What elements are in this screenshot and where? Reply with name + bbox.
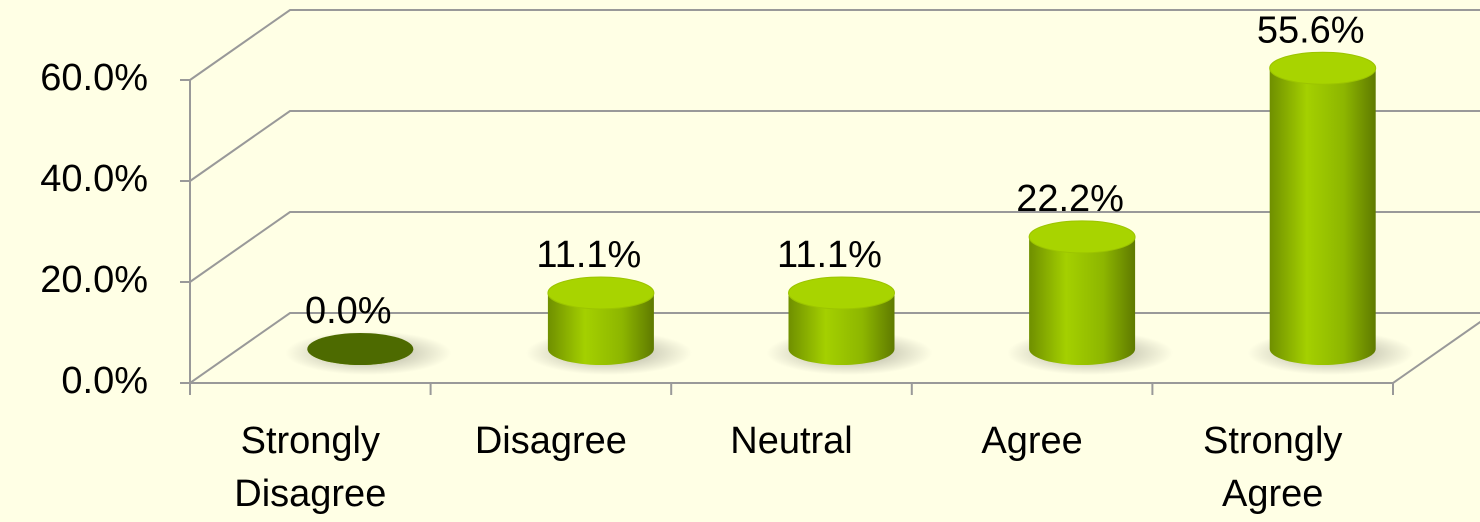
value-label: 11.1% — [536, 234, 641, 276]
value-label: 55.6% — [1257, 9, 1365, 51]
value-label: 11.1% — [777, 234, 882, 276]
value-label: 22.2% — [1016, 178, 1124, 220]
bar — [1269, 68, 1376, 365]
x-tick-label: Disagree — [475, 420, 627, 462]
x-tick-label: Neutral — [730, 420, 853, 462]
bar — [788, 292, 895, 365]
x-tick-label: Strongly Agree — [1203, 420, 1342, 515]
grid-line — [189, 110, 1480, 182]
y-tick-label: 0.0% — [61, 360, 148, 402]
y-tick-label: 20.0% — [40, 259, 148, 301]
x-tick-label: Agree — [981, 420, 1082, 462]
value-label: 0.0% — [305, 290, 392, 332]
bar-top — [1028, 220, 1136, 254]
bar — [1029, 236, 1136, 365]
bar-top — [547, 276, 655, 310]
bar-top — [788, 276, 895, 310]
bar — [547, 292, 654, 365]
x-tick-label: Strongly Disagree — [234, 420, 386, 515]
bar-top — [307, 333, 414, 365]
y-tick-label: 60.0% — [40, 57, 148, 99]
grid-line — [189, 211, 1480, 283]
bar-top — [1269, 51, 1377, 85]
grid-line — [189, 9, 1480, 81]
y-tick-label: 40.0% — [40, 158, 148, 200]
